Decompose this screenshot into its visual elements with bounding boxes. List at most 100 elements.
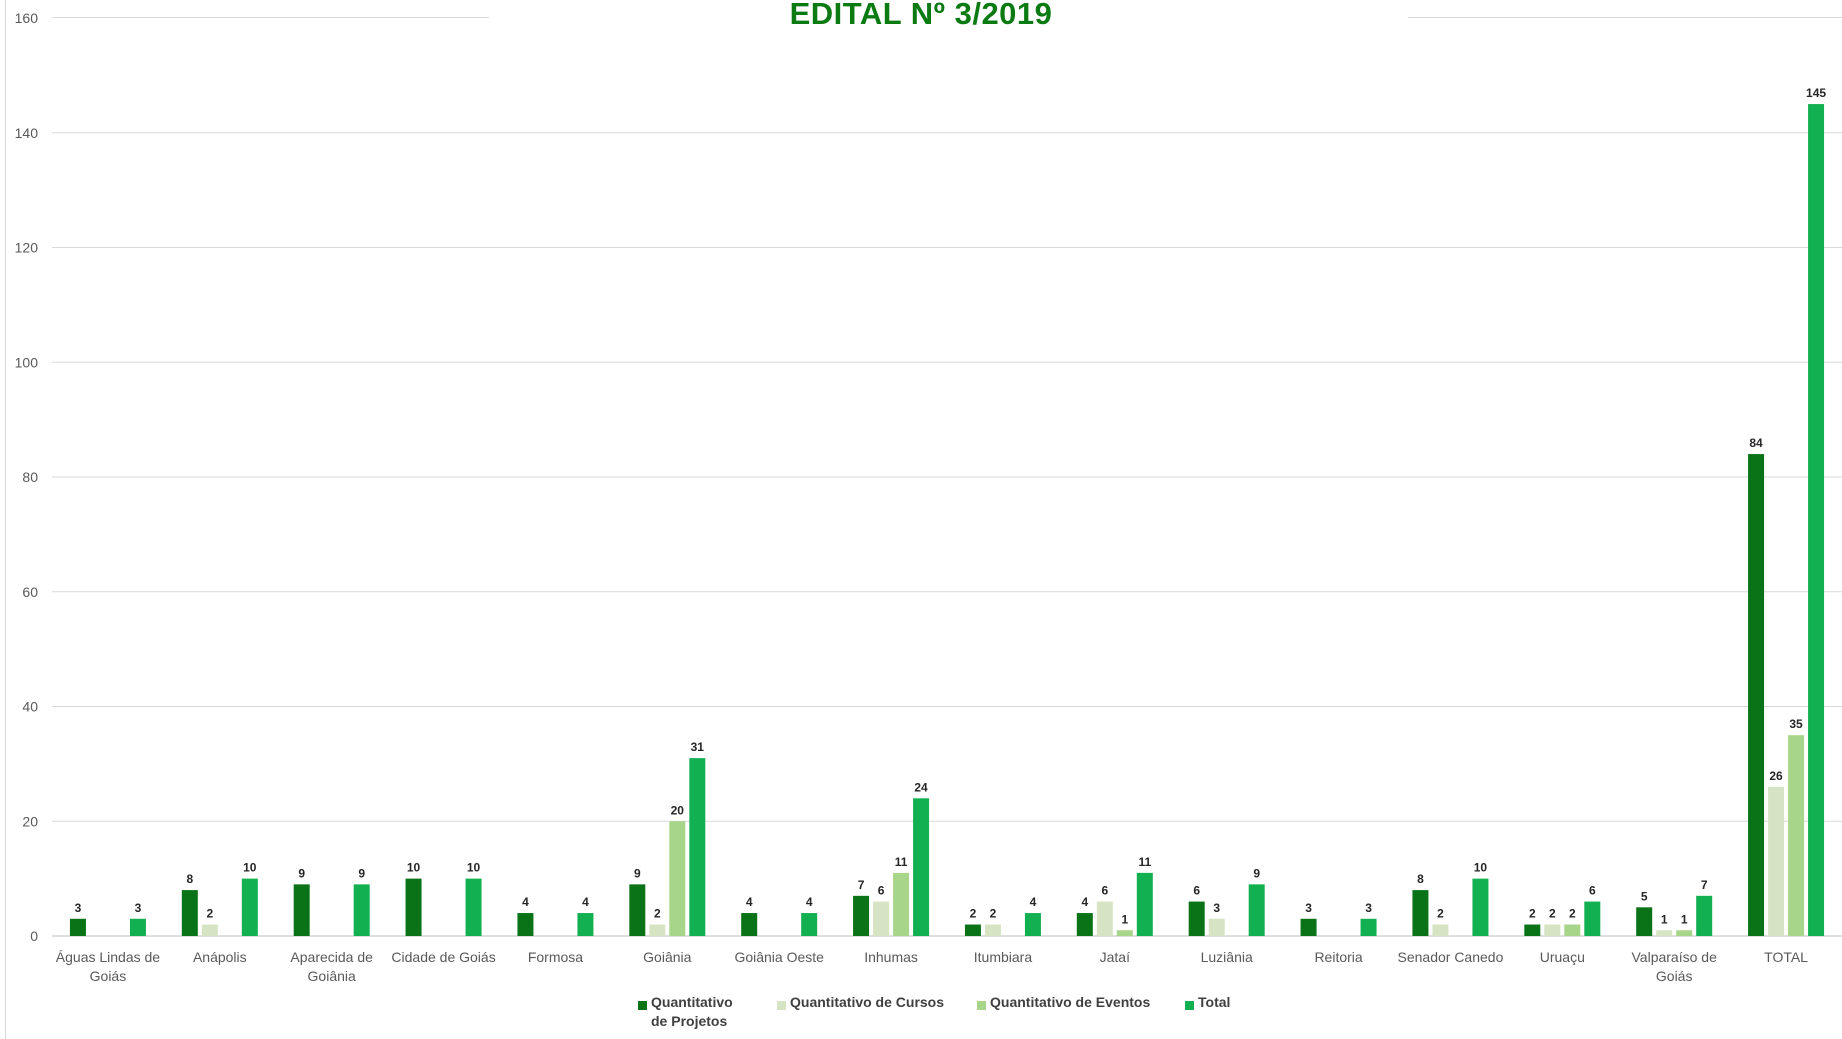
data-label: 4 (582, 895, 589, 909)
y-tick-label: 120 (15, 240, 39, 256)
data-label: 9 (298, 866, 305, 880)
bar-quantitativo-de-eventos (1116, 930, 1133, 936)
x-tick-label: Goiás (1656, 968, 1693, 984)
bar-quantitativo-de-projetos (1748, 454, 1765, 936)
legend-label: Quantitativo de Cursos (790, 994, 945, 1010)
data-label: 4 (806, 895, 813, 909)
data-label: 9 (634, 866, 641, 880)
data-label: 5 (1641, 889, 1648, 903)
x-tick-label: Goiânia (308, 968, 356, 984)
bar-quantitativo-de-projetos (1076, 913, 1093, 936)
legend-item: Quantitativo de Cursos (777, 993, 944, 1012)
data-label: 9 (1253, 866, 1260, 880)
data-label: 2 (1437, 907, 1444, 921)
data-label: 145 (1806, 86, 1826, 100)
data-label: 10 (1474, 861, 1488, 875)
data-label: 6 (1101, 884, 1108, 898)
x-tick-label: Águas Lindas de (56, 949, 161, 965)
left-border-line (5, 0, 6, 1039)
bar-quantitativo-de-eventos (1564, 924, 1581, 936)
data-label: 2 (1549, 907, 1556, 921)
bar-total (1360, 918, 1377, 936)
bar-total (913, 798, 930, 936)
bar-quantitativo-de-cursos (1544, 924, 1561, 936)
bar-quantitativo-de-eventos (669, 821, 686, 936)
x-tick-label: Jataí (1100, 949, 1130, 965)
bar-total (1696, 895, 1713, 936)
bar-total (1024, 913, 1041, 936)
bar-total (1808, 104, 1825, 936)
data-label: 8 (186, 872, 193, 886)
bar-total (465, 878, 482, 936)
legend-swatch (977, 1001, 986, 1010)
bar-total (1472, 878, 1489, 936)
data-label: 2 (206, 907, 213, 921)
legend-swatch (638, 1001, 647, 1010)
chart-title: EDITAL Nº 3/2019 (789, 0, 1053, 31)
x-tick-label: Inhumas (864, 949, 918, 965)
x-tick-label: Reitoria (1314, 949, 1362, 965)
y-tick-label: 40 (22, 699, 38, 715)
y-tick-label: 60 (22, 584, 38, 600)
bar-quantitativo-de-projetos (1636, 907, 1653, 936)
bar-quantitativo-de-projetos (181, 890, 198, 936)
data-label: 6 (1193, 884, 1200, 898)
data-label: 4 (1030, 895, 1037, 909)
title-rule-left (52, 17, 489, 18)
bar-quantitativo-de-cursos (1208, 918, 1225, 936)
bar-total (577, 913, 594, 936)
data-label: 35 (1789, 717, 1803, 731)
data-label: 11 (1138, 855, 1151, 869)
data-label: 2 (1529, 907, 1536, 921)
legend-item: Total (1185, 993, 1230, 1012)
bar-quantitativo-de-cursos (201, 924, 218, 936)
title-rule-right (1408, 17, 1842, 18)
bar-quantitativo-de-cursos (1432, 924, 1449, 936)
data-label: 1 (1661, 912, 1668, 926)
bar-quantitativo-de-projetos (741, 913, 758, 936)
x-tick-label: Goiânia (643, 949, 691, 965)
legend-item: Quantitativo de Projetos (638, 993, 733, 1031)
x-tick-label: Aparecida de (290, 949, 373, 965)
legend-label: de Projetos (651, 1013, 728, 1029)
x-tick-label: Itumbiara (974, 949, 1033, 965)
x-tick-label: Goiás (90, 968, 127, 984)
bar-total (1584, 901, 1601, 936)
bar-quantitativo-de-eventos (1676, 930, 1693, 936)
legend-label: Quantitativo (651, 994, 733, 1010)
y-tick-label: 20 (22, 813, 38, 829)
bar-quantitativo-de-projetos (853, 895, 870, 936)
data-label: 11 (895, 855, 908, 869)
bar-total (129, 918, 146, 936)
bar-total (241, 878, 258, 936)
x-tick-label: Senador Canedo (1398, 949, 1504, 965)
data-label: 2 (654, 907, 661, 921)
bar-total (1248, 884, 1265, 936)
bar-total (1136, 872, 1153, 936)
y-tick-label: 140 (15, 125, 39, 141)
data-label: 2 (970, 907, 977, 921)
legend-swatch (777, 1001, 786, 1010)
x-tick-label: Formosa (528, 949, 583, 965)
bar-quantitativo-de-cursos (1096, 901, 1113, 936)
data-label: 10 (467, 861, 481, 875)
data-label: 20 (671, 803, 685, 817)
x-tick-label: Goiânia Oeste (734, 949, 824, 965)
data-label: 2 (1569, 907, 1576, 921)
bar-quantitativo-de-cursos (984, 924, 1001, 936)
data-label: 7 (858, 878, 865, 892)
bar-quantitativo-de-projetos (1524, 924, 1541, 936)
y-tick-label: 100 (15, 354, 39, 370)
bar-quantitativo-de-projetos (1300, 918, 1317, 936)
data-label: 3 (1365, 901, 1372, 915)
data-label: 4 (746, 895, 753, 909)
data-label: 6 (878, 884, 885, 898)
x-tick-label: TOTAL (1764, 949, 1808, 965)
x-tick-label: Luziânia (1201, 949, 1253, 965)
data-label: 3 (75, 901, 82, 915)
data-label: 3 (135, 901, 142, 915)
data-label: 84 (1749, 436, 1763, 450)
bar-quantitativo-de-projetos (964, 924, 981, 936)
